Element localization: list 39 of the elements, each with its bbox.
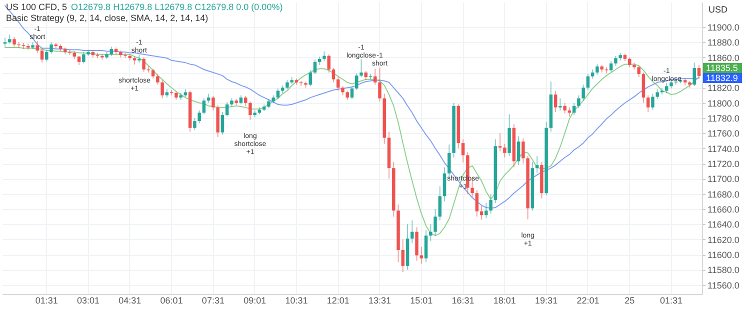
x-tick-label: 04:31 [118,296,142,306]
y-tick-label: 11620.0 [708,234,740,245]
y-tick-label: 11560.0 [708,280,740,290]
y-tick-label: 11680.0 [708,189,740,200]
annotation: O12679.8 H12679.8 L12679.8 C12679.8 0.0 (0.00%) [71,2,283,12]
x-tick-label: 22:01 [576,296,600,306]
y-tick-label: 11740.0 [708,144,740,154]
y-tick-label: 11780.0 [708,114,740,124]
text: 11835.5 [706,62,738,73]
x-tick-label: 16:31 [452,296,474,306]
y-tick-label: 11820.0 [708,83,740,94]
x-tick-label: 06:01 [160,296,183,306]
y-tick-label: 11640.0 [708,220,740,230]
x-tick-label: 13:31 [368,296,392,306]
y-tick-label: 11800.0 [708,98,740,108]
x-tick-label: 01:31 [660,296,682,306]
x-tick-label: 15:01 [410,296,433,306]
x-tick-label: 10:31 [285,296,308,306]
y-tick-label: 11880.0 [708,38,740,48]
x-tick-label: 01:31 [35,296,58,306]
y-tick-label: 11860.0 [708,52,740,63]
x-tick-label: 03:01 [77,296,100,306]
x-tick-label: 09:01 [244,296,266,306]
y-tick-label: 11720.0 [708,159,740,170]
x-tick-label: 25 [624,296,635,306]
x-tick-label: 18:01 [493,296,516,306]
y-tick-label: 11700.0 [708,174,740,184]
x-tick-label: 12:01 [326,296,350,306]
y-tick-label: 11660.0 [708,204,740,215]
y-tick-label: 11600.0 [708,250,740,260]
y-axis-title: USD [708,4,728,14]
chart-title: US 100 CFD, 5 [6,2,68,12]
x-tick-label: 19:31 [535,296,558,306]
y-tick-label: 11760.0 [708,128,740,139]
candlestick [604,66,608,74]
text: 11832.9 [706,72,738,83]
y-tick-label: 11580.0 [708,265,740,276]
y-tick-label: 11900.0 [708,22,740,33]
x-tick-label: 07:31 [202,296,224,306]
